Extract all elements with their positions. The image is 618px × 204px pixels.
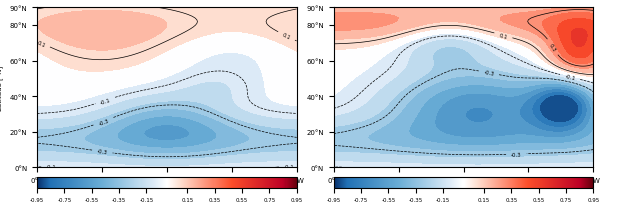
Text: 0.1: 0.1 bbox=[36, 40, 46, 48]
Text: -0.1: -0.1 bbox=[46, 165, 57, 170]
Text: -0.3: -0.3 bbox=[483, 70, 494, 77]
Text: -0.3: -0.3 bbox=[98, 117, 110, 126]
Y-axis label: Latitude [°N]: Latitude [°N] bbox=[0, 65, 4, 110]
Text: -0.3: -0.3 bbox=[511, 152, 522, 157]
Text: -0.1: -0.1 bbox=[564, 74, 576, 81]
Text: -0.1: -0.1 bbox=[284, 165, 295, 170]
Text: 0.1: 0.1 bbox=[281, 33, 292, 41]
Text: -0.3: -0.3 bbox=[96, 149, 108, 155]
Text: -0.1: -0.1 bbox=[99, 97, 111, 105]
Text: 0.3: 0.3 bbox=[548, 43, 557, 53]
Text: 0.1: 0.1 bbox=[499, 33, 508, 40]
